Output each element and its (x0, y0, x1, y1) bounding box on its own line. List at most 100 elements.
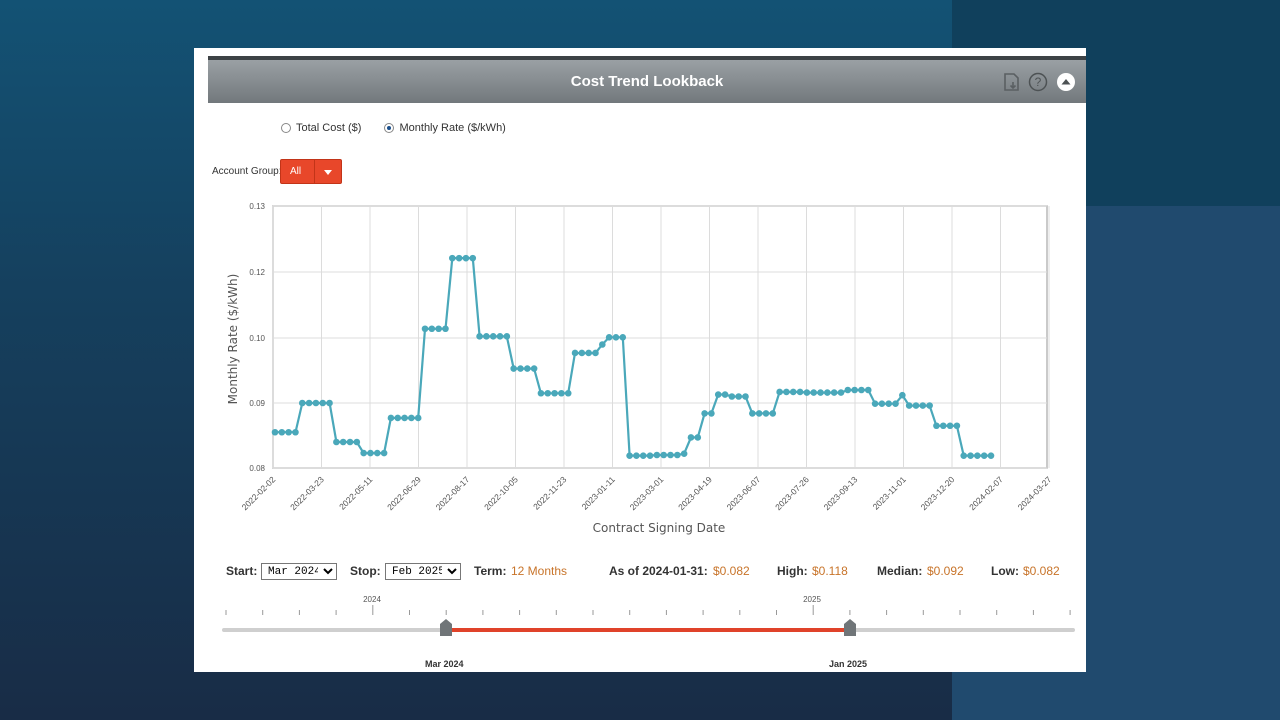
y-tick-label: 0.10 (249, 334, 265, 343)
data-point (926, 402, 933, 409)
data-point (524, 365, 531, 372)
data-point (742, 393, 749, 400)
data-point (305, 399, 313, 407)
export-icon[interactable] (1001, 71, 1023, 93)
radio-label: Total Cost ($) (296, 122, 362, 134)
data-point (564, 389, 572, 397)
data-point (912, 402, 920, 409)
data-point (558, 389, 565, 397)
data-point (585, 349, 592, 357)
data-point (421, 325, 429, 333)
range-start-label: Mar 2024 (425, 659, 464, 669)
term-value: 12 Months (511, 564, 568, 578)
data-point (892, 400, 899, 407)
x-tick-label: 2023-01-11 (580, 474, 618, 512)
x-tick-label: 2023-07-26 (773, 474, 811, 512)
y-tick-label: 0.09 (249, 399, 265, 408)
data-point (339, 438, 347, 446)
cost-trend-panel: Cost Trend Lookback ? Total Cost ($) Mon… (194, 48, 1086, 672)
timeline-selected-range[interactable] (446, 628, 850, 632)
data-point (789, 388, 797, 396)
data-point (844, 386, 852, 394)
data-point (687, 434, 695, 441)
total-cost-radio[interactable]: Total Cost ($) (281, 122, 361, 134)
low-label: Low: (991, 564, 1019, 578)
data-point (810, 389, 818, 396)
data-point (851, 386, 858, 394)
y-tick-label: 0.12 (249, 268, 265, 277)
data-point (974, 452, 981, 459)
data-point (442, 325, 449, 333)
term-label: Term: (474, 564, 507, 578)
x-tick-label: 2023-11-01 (871, 474, 909, 512)
high-label: High: (777, 564, 808, 578)
data-point (619, 334, 627, 341)
range-start-handle[interactable] (440, 619, 452, 636)
data-point (578, 349, 586, 357)
data-point (408, 414, 415, 422)
data-point (646, 452, 654, 459)
timeline-ticks (225, 605, 1071, 615)
data-point (551, 389, 558, 397)
data-point (728, 393, 736, 400)
data-point (571, 349, 579, 357)
data-point (735, 393, 742, 400)
stop-select[interactable]: Feb 2025 (385, 563, 461, 580)
data-point (680, 450, 688, 458)
x-tick-label: 2024-02-07 (967, 474, 1005, 512)
data-point (803, 389, 811, 396)
collapse-icon[interactable] (1055, 71, 1077, 93)
data-point (605, 334, 613, 341)
y-tick-label: 0.08 (249, 464, 265, 473)
data-point (367, 449, 374, 457)
timeline-track: 2024 2025 (222, 595, 1075, 636)
x-tick-label: 2024-03-27 (1016, 474, 1054, 512)
data-point (960, 452, 968, 459)
data-point (333, 438, 340, 446)
data-point (714, 391, 722, 398)
data-point (394, 414, 402, 422)
panel-header: Cost Trend Lookback ? (208, 56, 1086, 103)
data-point (762, 410, 770, 417)
monthly-rate-radio[interactable]: Monthly Rate ($/kWh) (384, 122, 506, 134)
data-point (653, 451, 661, 459)
stats-row: Start: Mar 2024 Stop: Feb 2025 Term: 12 … (194, 562, 1086, 582)
data-point (373, 449, 381, 457)
start-select[interactable]: Mar 2024 (261, 563, 337, 580)
data-point (871, 400, 879, 407)
x-tick-label: 2023-04-19 (676, 474, 714, 512)
stop-label: Stop: (350, 564, 381, 578)
data-point (353, 438, 361, 446)
rate-line-chart: 0.13 0.12 0.10 0.09 0.08 2022-02-02 2022-03-2… (226, 202, 1054, 535)
data-point (401, 414, 408, 422)
data-point (674, 451, 681, 459)
x-tick-label: 2022-03-23 (288, 474, 326, 512)
radio-label: Monthly Rate ($/kWh) (399, 122, 506, 134)
data-point (285, 428, 292, 436)
data-point (796, 388, 804, 396)
data-point (612, 334, 620, 341)
data-point (953, 422, 961, 430)
x-tick-label: 2022-05-11 (337, 474, 375, 512)
data-point (469, 254, 477, 262)
data-point (462, 254, 470, 262)
data-point (455, 254, 463, 262)
data-point (592, 349, 599, 357)
range-end-handle[interactable] (844, 619, 856, 636)
data-point (530, 365, 538, 372)
data-point (660, 451, 667, 459)
data-point (701, 410, 708, 417)
data-point (824, 389, 831, 396)
account-group-value: All (290, 166, 302, 177)
account-group-dropdown[interactable]: All (280, 159, 342, 184)
x-tick-label: 2022-02-02 (240, 474, 278, 512)
data-point (483, 333, 490, 340)
data-point (537, 389, 545, 397)
x-tick-label: 2022-10-05 (482, 474, 520, 512)
help-icon[interactable]: ? (1027, 71, 1049, 93)
view-options: Total Cost ($) Monthly Rate ($/kWh) (281, 122, 526, 136)
data-point (476, 333, 483, 340)
data-point (312, 399, 320, 407)
svg-text:?: ? (1035, 75, 1042, 89)
data-point (380, 449, 388, 457)
